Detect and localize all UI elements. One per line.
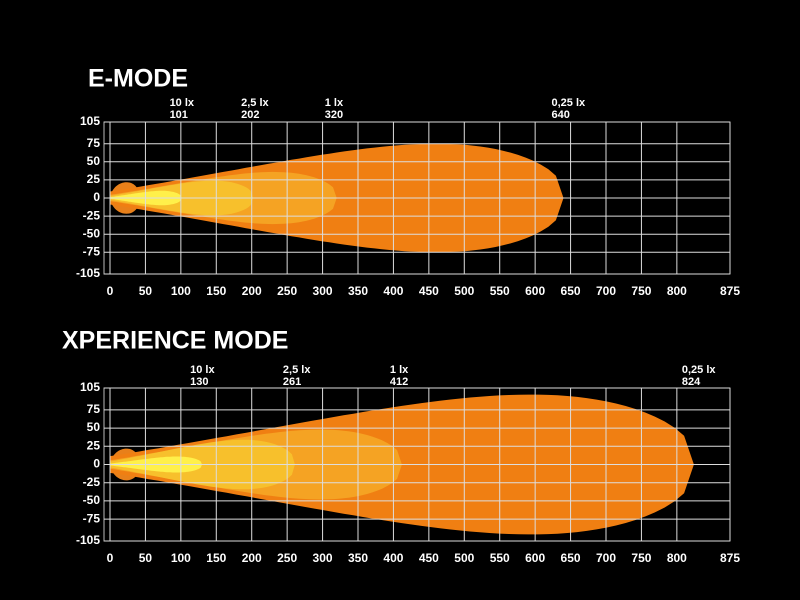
isolux-name: 0,25 lx <box>551 97 586 109</box>
x-tick-label: 150 <box>206 284 226 298</box>
y-tick-label: -75 <box>83 244 101 258</box>
x-tick-label: 100 <box>171 284 191 298</box>
y-tick-label: -25 <box>83 475 101 489</box>
isolux-distance: 101 <box>170 109 188 121</box>
x-tick-label: 450 <box>419 284 439 298</box>
isolux-name: 0,25 lx <box>682 364 717 376</box>
isolux-distance: 640 <box>551 109 569 121</box>
x-tick-label: 200 <box>242 284 262 298</box>
x-tick-label: 350 <box>348 284 368 298</box>
chart-title: E-MODE <box>88 65 188 93</box>
y-tick-label: 75 <box>87 136 101 150</box>
y-tick-label: 0 <box>93 190 100 204</box>
y-tick-label: 50 <box>87 154 101 168</box>
y-tick-label: 75 <box>87 402 101 416</box>
x-tick-label: 150 <box>206 551 226 565</box>
x-tick-label: 500 <box>454 284 474 298</box>
isolux-distance: 320 <box>325 109 343 121</box>
chart-title: XPERIENCE MODE <box>62 327 288 355</box>
x-tick-label: 650 <box>561 551 581 565</box>
x-tick-label: 600 <box>525 284 545 298</box>
x-tick-label: 400 <box>383 284 403 298</box>
x-tick-label: 250 <box>277 551 297 565</box>
x-tick-label: 0 <box>107 284 114 298</box>
x-tick-label: 750 <box>631 551 651 565</box>
x-tick-label: 50 <box>139 284 153 298</box>
isolux-distance: 824 <box>682 376 701 388</box>
y-tick-label: 105 <box>80 380 100 394</box>
x-tick-label: 300 <box>313 551 333 565</box>
y-tick-label: -75 <box>83 511 101 525</box>
isolux-distance: 130 <box>190 376 208 388</box>
y-tick-label: 50 <box>87 420 101 434</box>
y-tick-label: -105 <box>76 266 100 280</box>
y-tick-label: 25 <box>87 172 101 186</box>
x-tick-label: 600 <box>525 551 545 565</box>
x-tick-label: 100 <box>171 551 191 565</box>
y-tick-label: 105 <box>80 114 100 128</box>
isolux-distance: 261 <box>283 376 301 388</box>
x-tick-label: 500 <box>454 551 474 565</box>
x-tick-label: 300 <box>313 284 333 298</box>
isolux-distance: 412 <box>390 376 408 388</box>
isolux-name: 10 lx <box>190 364 215 376</box>
isolux-distance: 202 <box>241 109 259 121</box>
x-tick-label: 0 <box>107 551 114 565</box>
isolux-name: 1 lx <box>390 364 409 376</box>
y-tick-label: 0 <box>93 457 100 471</box>
x-tick-label: 50 <box>139 551 153 565</box>
x-tick-label: 450 <box>419 551 439 565</box>
x-tick-label: 750 <box>631 284 651 298</box>
y-tick-label: -105 <box>76 533 100 547</box>
x-tick-label: 800 <box>667 284 687 298</box>
x-tick-label: 550 <box>490 284 510 298</box>
isolux-name: 2,5 lx <box>241 97 269 109</box>
x-tick-label: 250 <box>277 284 297 298</box>
x-tick-label: 350 <box>348 551 368 565</box>
x-tick-label: 400 <box>383 551 403 565</box>
x-tick-label: 800 <box>667 551 687 565</box>
y-tick-label: 25 <box>87 438 101 452</box>
x-tick-label: 550 <box>490 551 510 565</box>
x-tick-label: 875 <box>720 284 740 298</box>
x-tick-label: 700 <box>596 551 616 565</box>
isolux-name: 10 lx <box>170 97 195 109</box>
x-tick-label: 650 <box>561 284 581 298</box>
isolux-name: 2,5 lx <box>283 364 311 376</box>
isolux-name: 1 lx <box>325 97 344 109</box>
y-tick-label: -50 <box>83 226 101 240</box>
x-tick-label: 700 <box>596 284 616 298</box>
x-tick-label: 875 <box>720 551 740 565</box>
y-tick-label: -50 <box>83 493 101 507</box>
y-tick-label: -25 <box>83 208 101 222</box>
x-tick-label: 200 <box>242 551 262 565</box>
